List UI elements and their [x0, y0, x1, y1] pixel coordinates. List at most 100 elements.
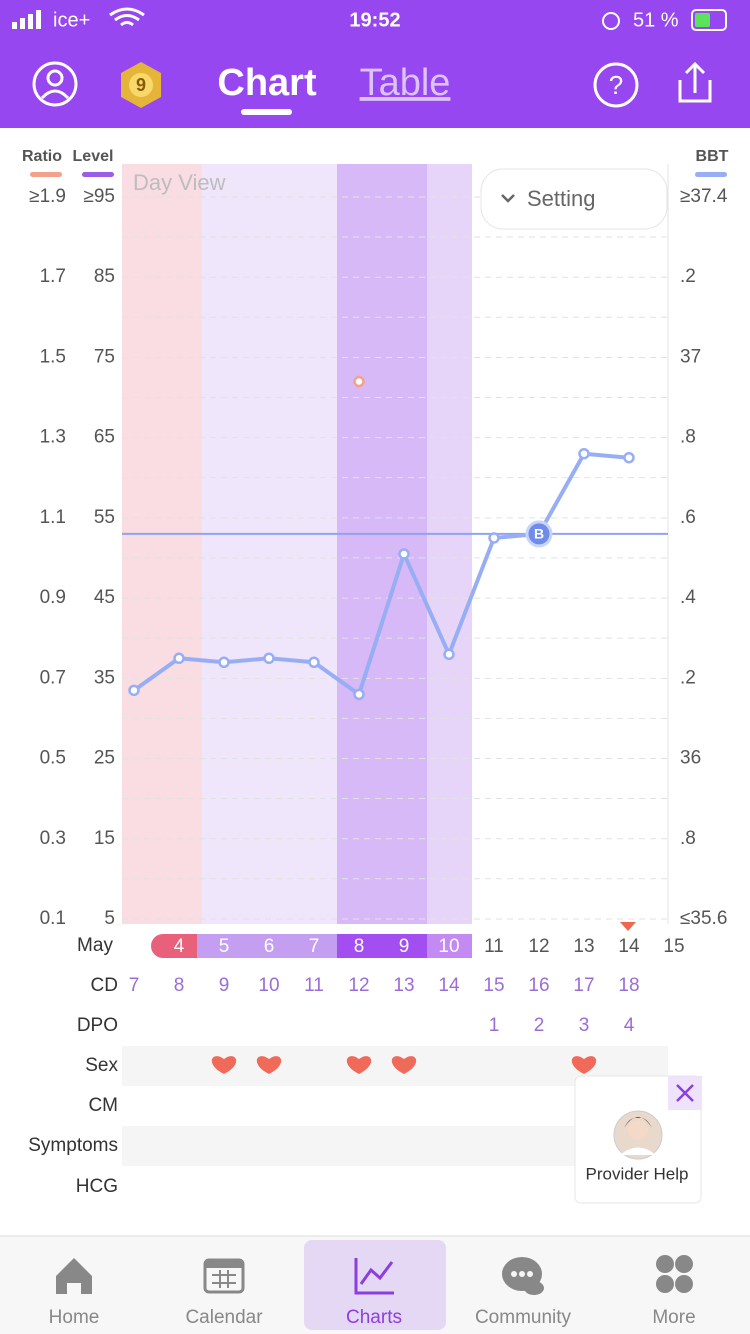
y2-tick-label: .8 [680, 427, 696, 448]
phase-pill [197, 934, 337, 958]
battery-icon [691, 9, 727, 31]
badge-number: 9 [136, 75, 146, 95]
today-marker [620, 922, 636, 931]
cycle-day: 11 [304, 975, 324, 996]
series-line [132, 451, 630, 697]
charts-icon[interactable] [354, 1258, 394, 1295]
y2-tick-label: .2 [680, 266, 696, 287]
sex-heart [211, 1056, 237, 1074]
data-point [128, 684, 140, 697]
ratio-tick-label: 0.3 [40, 828, 66, 849]
calendar-icon[interactable] [203, 1258, 245, 1294]
row-label: Symptoms [28, 1135, 118, 1156]
pill-fill [163, 934, 197, 958]
level-tick-label: 75 [94, 346, 115, 367]
x-tick-label: 13 [573, 936, 594, 957]
x-tick-label: 10 [438, 936, 459, 957]
battery-text: 51 % [633, 9, 679, 31]
cycle-day: 8 [174, 975, 185, 996]
sex-heart [256, 1056, 282, 1074]
dpo: 2 [534, 1015, 545, 1036]
ratio-tick-label: 0.5 [40, 748, 66, 769]
row-label: Sex [85, 1055, 118, 1076]
svg-text:?: ? [609, 70, 623, 100]
level-tick-label: 15 [94, 828, 115, 849]
data-point [353, 688, 365, 701]
carrier: ice+ [53, 9, 90, 31]
cycle-day: 10 [258, 975, 279, 996]
sex-heart [571, 1056, 597, 1074]
y2-tick-label: .8 [680, 828, 696, 849]
data-point [353, 375, 365, 388]
home-icon[interactable] [56, 1258, 92, 1294]
level-tick-label: 25 [94, 748, 115, 769]
y2-tick-label: .6 [680, 507, 696, 528]
setting-label: Setting [527, 186, 596, 211]
x-tick-label: 12 [528, 936, 549, 957]
x-tick-label: 4 [174, 936, 185, 957]
dpo: 3 [579, 1015, 590, 1036]
data-point [308, 656, 320, 669]
row-label: CM [88, 1095, 118, 1116]
cycle-day: 12 [348, 975, 369, 996]
y2-tick-label: .4 [680, 587, 696, 608]
phase-band [427, 164, 472, 924]
setting-button[interactable] [480, 168, 668, 230]
level-tick-label: 5 [104, 908, 115, 929]
x-tick-label: 11 [484, 936, 504, 957]
row-label: CD [91, 975, 118, 996]
tab-chart[interactable]: Chart [217, 62, 317, 104]
level-tick-label: 35 [94, 667, 115, 688]
data-point [443, 648, 455, 661]
cycle-day: 15 [483, 975, 504, 996]
row-label: DPO [77, 1015, 118, 1036]
signal-icon [12, 10, 41, 29]
cycle-day: 13 [393, 975, 414, 996]
ratio-tick-label: 1.5 [40, 346, 66, 367]
y2-tick-label: .2 [680, 667, 696, 688]
tab-table[interactable]: Table [360, 62, 451, 104]
bbt-axis-title: BBT [696, 148, 729, 165]
chart: ≥37.4.237.8.6.4.236.8≤35.6≥1.91.71.51.31… [22, 148, 729, 1197]
profile-button[interactable] [32, 61, 78, 107]
x-tick-label: 8 [354, 936, 365, 957]
phase-band [337, 164, 427, 924]
dpo: 4 [624, 1015, 635, 1036]
nav-community[interactable]: Community [475, 1307, 572, 1328]
level-tick-label: 85 [94, 266, 115, 287]
row-label: HCG [76, 1176, 118, 1197]
bbt-swatch [695, 172, 727, 177]
cycle-day: 9 [219, 975, 230, 996]
level-axis-title: Level [73, 148, 114, 165]
nav-more[interactable]: More [652, 1307, 695, 1328]
phase-band [122, 164, 202, 924]
coverline-marker [525, 520, 553, 548]
level-tick-label: ≥95 [83, 186, 115, 207]
data-point [578, 447, 590, 460]
x-tick-label: 14 [618, 936, 640, 957]
community-icon[interactable] [502, 1257, 544, 1295]
battery-level [695, 13, 710, 27]
provider-help-card[interactable]: Provider Help [574, 1075, 702, 1204]
x-tick-label: 7 [309, 936, 320, 957]
level-tick-label: 65 [94, 427, 115, 448]
nav-active-bg [304, 1240, 446, 1330]
x-tick-label: 6 [264, 936, 275, 957]
more-icon[interactable] [656, 1255, 693, 1293]
time: 19:52 [349, 9, 400, 31]
nav-home[interactable]: Home [49, 1307, 100, 1328]
ratio-tick-label: 1.1 [40, 507, 66, 528]
ratio-tick-label: 1.3 [40, 427, 66, 448]
ratio-tick-label: 0.9 [40, 587, 66, 608]
ratio-tick-label: 1.7 [40, 266, 66, 287]
level-tick-label: 45 [94, 587, 115, 608]
ratio-tick-label: 0.1 [40, 908, 66, 929]
nav-charts[interactable]: Charts [346, 1307, 402, 1328]
x-tick-label: 9 [399, 936, 410, 957]
nav-calendar[interactable]: Calendar [185, 1307, 263, 1328]
level-badge[interactable]: 9 [121, 62, 161, 108]
share-button[interactable] [678, 61, 712, 103]
help-button[interactable]: ? [593, 62, 639, 108]
cycle-day: 18 [618, 975, 639, 996]
